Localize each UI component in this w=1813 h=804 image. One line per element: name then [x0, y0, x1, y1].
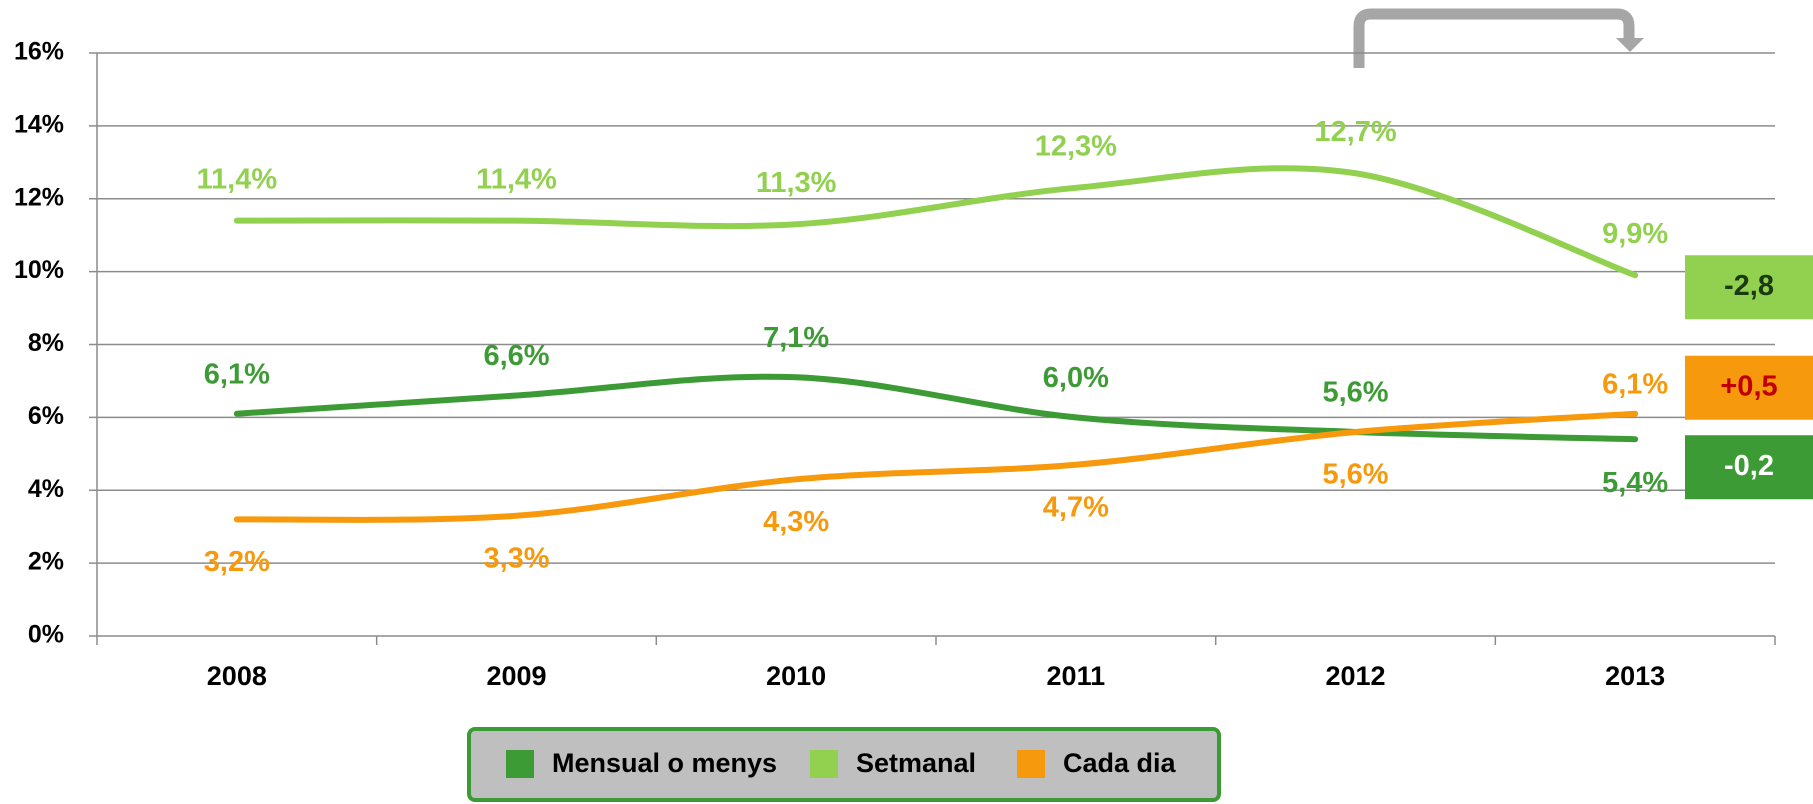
change-badge: [1685, 255, 1813, 320]
data-label: 11,4%: [197, 163, 278, 195]
legend-label: Setmanal: [856, 748, 976, 778]
x-tick-label: 2011: [1047, 661, 1106, 691]
data-label: 3,2%: [204, 546, 270, 578]
y-tick-label: 16%: [14, 38, 64, 66]
data-label: 6,6%: [483, 340, 549, 372]
change-label: +0,5: [1720, 370, 1777, 402]
data-label: 12,7%: [1314, 116, 1396, 148]
y-tick-label: 12%: [14, 183, 64, 211]
x-tick-label: 2012: [1325, 661, 1385, 691]
legend-swatch: [1017, 750, 1045, 778]
change-label: -2,8: [1724, 270, 1774, 302]
data-label: 12,3%: [1035, 130, 1117, 162]
y-tick-label: 2%: [28, 548, 64, 576]
data-label: 6,1%: [1602, 368, 1668, 400]
change-arrow: [1353, 8, 1635, 68]
data-label: 7,1%: [763, 322, 829, 354]
legend-label: Mensual o menys: [552, 748, 777, 778]
data-label: 4,3%: [763, 506, 829, 538]
data-label: 5,6%: [1322, 459, 1388, 491]
y-tick-label: 14%: [14, 110, 64, 138]
x-tick-label: 2008: [207, 661, 267, 691]
data-label: 11,3%: [756, 167, 837, 199]
change-arrow-head: [1616, 38, 1644, 52]
data-label: 3,3%: [483, 542, 549, 574]
legend-label: Cada dia: [1063, 748, 1177, 778]
data-label: 9,9%: [1602, 218, 1668, 250]
legend-box: [467, 727, 1221, 802]
y-tick-label: 8%: [28, 329, 64, 357]
change-label: -0,2: [1724, 450, 1774, 482]
y-tick-label: 0%: [28, 621, 64, 649]
data-label: 5,4%: [1602, 467, 1668, 499]
x-tick-label: 2010: [766, 661, 826, 691]
y-tick-label: 10%: [14, 256, 64, 284]
x-tick-label: 2013: [1605, 661, 1665, 691]
y-tick-label: 4%: [28, 475, 64, 503]
legend-swatch: [506, 750, 534, 778]
data-label: 5,6%: [1322, 377, 1388, 409]
x-tick-label: 2009: [486, 661, 546, 691]
series-line: [233, 165, 1639, 279]
data-label: 4,7%: [1043, 491, 1109, 523]
y-tick-label: 6%: [28, 402, 64, 430]
legend-swatch: [810, 750, 838, 778]
series-line: [233, 373, 1639, 443]
data-label: 11,4%: [476, 163, 557, 195]
change-badge: [1685, 435, 1813, 500]
data-label: 6,0%: [1043, 362, 1109, 394]
series-line: [233, 410, 1639, 523]
change-badge: [1685, 355, 1813, 420]
data-label: 6,1%: [204, 358, 270, 390]
legend: Mensual o menys Setmanal Cada dia: [467, 727, 1221, 802]
